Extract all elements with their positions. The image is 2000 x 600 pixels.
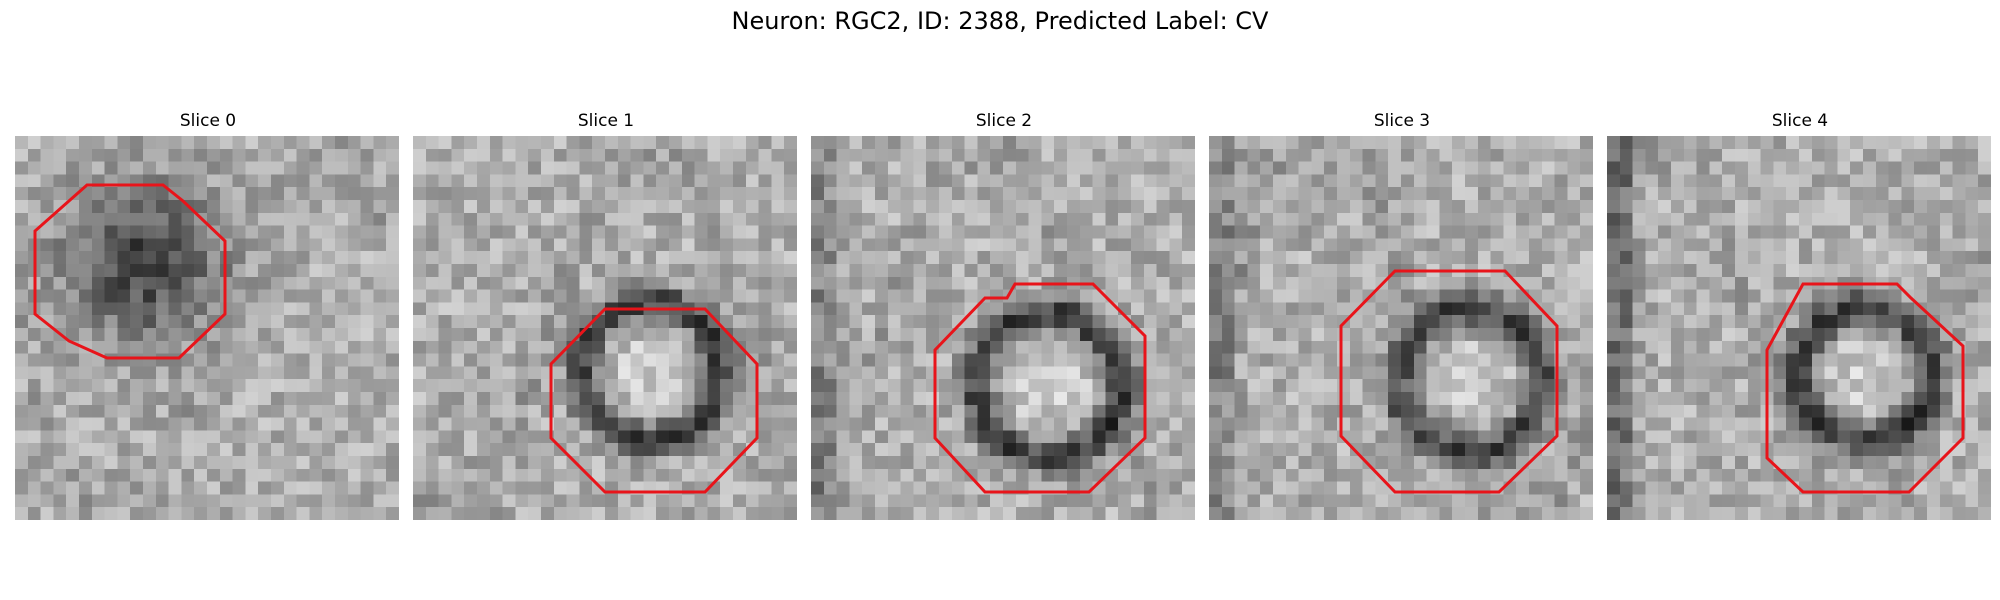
slice-panel-2: Slice 2 [811, 108, 1197, 520]
contour-overlay-3 [1339, 269, 1559, 494]
slice-title-3: Slice 3 [1373, 111, 1431, 131]
em-micrograph-3 [1209, 136, 1593, 520]
segmentation-contour-1 [549, 307, 759, 494]
slice-panel-0: Slice 0 [15, 108, 401, 520]
contour-overlay-0 [33, 183, 227, 360]
slice-panel-1: Slice 1 [413, 108, 799, 520]
slice-image-1 [413, 136, 797, 520]
contour-overlay-4 [1765, 282, 1965, 494]
em-micrograph-4 [1607, 136, 1991, 520]
slice-panel-3: Slice 3 [1209, 108, 1595, 520]
segmentation-contour-4 [1765, 282, 1965, 494]
slice-title-0: Slice 0 [179, 111, 237, 131]
em-micrograph-1 [413, 136, 797, 520]
em-micrograph-0 [15, 136, 399, 520]
contour-overlay-2 [933, 282, 1147, 494]
slice-image-4 [1607, 136, 1991, 520]
segmentation-contour-3 [1339, 269, 1559, 494]
slice-title-2: Slice 2 [975, 111, 1033, 131]
slice-title-1: Slice 1 [577, 111, 635, 131]
slice-image-0 [15, 136, 399, 520]
segmentation-contour-2 [933, 282, 1147, 494]
slice-image-2 [811, 136, 1195, 520]
contour-overlay-1 [549, 307, 759, 494]
slice-title-4: Slice 4 [1771, 111, 1829, 131]
slice-image-3 [1209, 136, 1593, 520]
figure-title: Neuron: RGC2, ID: 2388, Predicted Label:… [731, 7, 1269, 35]
em-micrograph-2 [811, 136, 1195, 520]
slice-panel-4: Slice 4 [1607, 108, 1993, 520]
segmentation-contour-0 [33, 183, 227, 360]
